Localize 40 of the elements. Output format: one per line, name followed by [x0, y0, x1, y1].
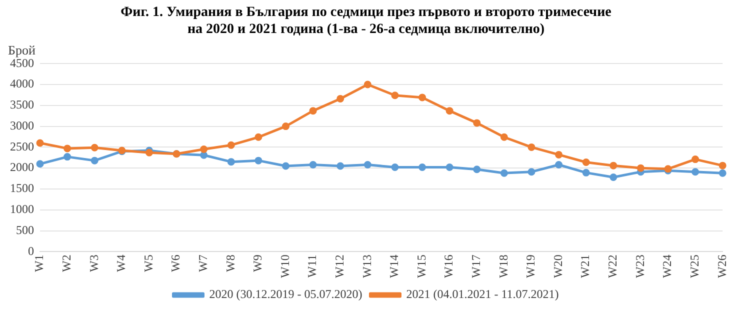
x-tick-label: W16	[442, 254, 456, 278]
x-tick-label: W21	[578, 254, 592, 278]
x-tick-label: W2	[59, 254, 74, 272]
text: Фиг. 1. Умирания в България по седмици през първото и второто тримесечие	[120, 5, 612, 20]
x-tick-label: W3	[86, 254, 101, 272]
x-tick-label: W15	[414, 254, 428, 278]
x-tick-label: W14	[387, 254, 402, 278]
y-tick-label: 4000	[10, 76, 34, 91]
x-tick-label: W17	[469, 254, 484, 278]
x-tick-label: W26	[714, 254, 729, 278]
x-tick-label: W11	[305, 254, 320, 278]
x-tick-label: W13	[360, 254, 374, 278]
x-tick-label: W12	[332, 254, 346, 278]
y-tick-label: 500	[16, 222, 34, 237]
x-tick-label: W22	[606, 254, 620, 278]
x-tick-label: W1	[32, 254, 46, 272]
x-tick-label: W23	[632, 254, 647, 278]
y-tick-label: 2000	[10, 160, 34, 174]
x-tick-label: W20	[550, 254, 565, 278]
y-axis-title: Брой	[8, 42, 36, 58]
y-tick-label: 1000	[10, 202, 34, 216]
x-tick-label: W18	[496, 254, 510, 278]
x-tick-label: W10	[278, 254, 292, 278]
x-tick-label: W9	[250, 254, 265, 272]
y-tick-label: 1500	[10, 181, 34, 196]
x-tick-label: W6	[168, 254, 183, 272]
text: на 2020 и 2021 година (1-ва - 26-а седмица включително)	[187, 22, 545, 37]
x-tick-label: W5	[141, 254, 156, 272]
x-tick-label: W4	[114, 254, 128, 272]
y-tick-label: 2500	[10, 139, 34, 154]
y-tick-label: 0	[28, 244, 34, 258]
x-tick-label: W19	[524, 254, 538, 278]
y-tick-label: 3500	[10, 98, 34, 112]
y-tick-label: 3000	[10, 118, 34, 132]
x-tick-label: W25	[687, 254, 702, 278]
x-tick-label: W24	[660, 254, 674, 278]
legend-label: 2021 (04.01.2021 - 11.07.2021)	[406, 287, 559, 302]
x-tick-label: W7	[196, 254, 210, 272]
legend-label: 2020 (30.12.2019 - 05.07.2020)	[209, 287, 362, 302]
x-tick-label: W8	[223, 254, 238, 272]
